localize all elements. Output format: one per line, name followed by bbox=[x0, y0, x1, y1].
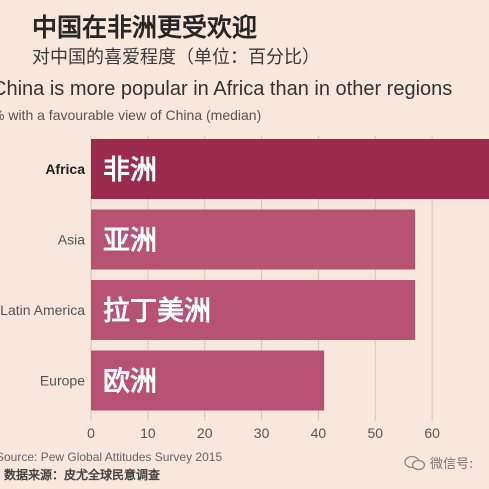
x-tick-label: 60 bbox=[424, 425, 440, 441]
x-tick-label: 40 bbox=[311, 425, 327, 441]
english-subtitle: % with a favourable view of China (media… bbox=[0, 107, 262, 123]
bar-label: 拉丁美洲 bbox=[103, 295, 211, 327]
bar-latin-america bbox=[91, 280, 416, 340]
bar-label: 欧洲 bbox=[103, 367, 157, 398]
category-label: Africa bbox=[45, 161, 85, 177]
wechat-icon bbox=[404, 455, 426, 470]
x-tick-label: 0 bbox=[87, 425, 95, 441]
x-tick-label: 20 bbox=[197, 425, 213, 441]
category-label: Latin America bbox=[0, 302, 85, 318]
watermark-text: 微信号: bbox=[430, 457, 474, 472]
chinese-title: 中国在非洲更受欢迎 bbox=[32, 13, 258, 42]
category-labels: Africa Asia Latin America Europe bbox=[0, 161, 85, 389]
bar-europe bbox=[91, 350, 325, 411]
x-tick-label: 30 bbox=[254, 425, 270, 441]
category-label: Asia bbox=[58, 232, 85, 248]
bar-label: 非洲 bbox=[103, 155, 157, 186]
source-english: Source: Pew Global Attitudes Survey 2015 bbox=[0, 450, 223, 464]
source-chinese: 数据来源：皮尤全球民意调查 bbox=[4, 468, 161, 482]
wechat-watermark: 微信号: bbox=[404, 453, 473, 472]
bar-asia bbox=[91, 209, 416, 270]
english-title: China is more popular in Africa than in … bbox=[0, 78, 453, 100]
chinese-subtitle: 对中国的喜爱程度（单位：百分比） bbox=[32, 47, 320, 68]
x-tick-label: 10 bbox=[140, 425, 156, 441]
category-label: Europe bbox=[40, 373, 85, 389]
bar-africa bbox=[91, 139, 489, 199]
bar-label: 亚洲 bbox=[103, 226, 157, 257]
x-tick-labels: 0 10 20 30 40 50 60 bbox=[87, 425, 440, 441]
x-tick-label: 50 bbox=[367, 425, 383, 441]
